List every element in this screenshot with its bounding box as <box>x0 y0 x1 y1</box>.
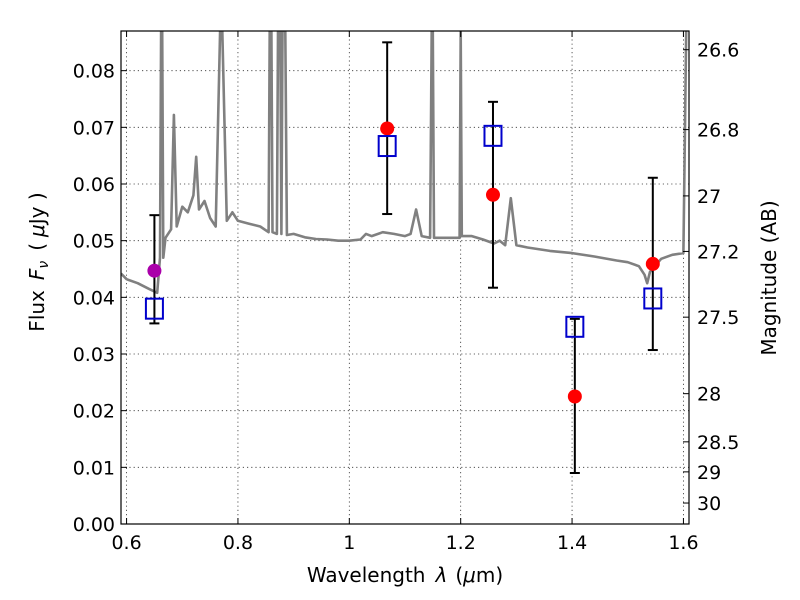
x-tick-label: 0.8 <box>223 532 253 554</box>
y-axis-label-subscript: ν <box>36 261 52 269</box>
model-photometry-square <box>565 315 585 338</box>
y-tick-label: 0.05 <box>73 231 115 253</box>
right-tick-label: 27.5 <box>697 307 739 329</box>
right-tick-label: 26.6 <box>697 40 739 62</box>
model-spectrum-layer <box>121 31 688 295</box>
x-tick-label: 1.4 <box>557 532 587 554</box>
y-tick-label: 0.00 <box>73 514 115 536</box>
y-axis-label-unit-mu: μ <box>25 224 49 238</box>
model-photometry-square <box>643 287 663 310</box>
grid <box>121 31 689 524</box>
y-axis-label-symbol: F <box>25 268 49 280</box>
observed-point <box>485 187 500 202</box>
right-tick-label: 28 <box>697 384 721 406</box>
y-axis-ticks: 0.00 0.01 0.02 0.03 0.04 0.05 0.06 0.07 0.08 <box>73 61 127 536</box>
right-tick-label: 29 <box>697 462 721 484</box>
y-tick-label: 0.03 <box>73 344 115 366</box>
right-tick-label: 28.5 <box>697 432 739 454</box>
observed-point <box>147 263 162 278</box>
model-photometry-square <box>377 135 397 158</box>
right-axis-label: Magnitude (AB) <box>757 200 781 355</box>
y-tick-label: 0.04 <box>73 287 115 309</box>
x-tick-label: 1.6 <box>668 532 698 554</box>
y-axis-label-prefix: Flux <box>25 290 49 332</box>
model-photometry-square <box>483 124 503 147</box>
y-axis-label-unit-open: ( <box>25 243 49 251</box>
observed-point <box>380 121 395 136</box>
x-tick-label: 1 <box>343 532 355 554</box>
observed-point <box>645 256 660 271</box>
x-axis-label-unit-open: ( <box>455 563 463 587</box>
right-axis-ticks: 26.6 26.8 27 27.2 27.5 28 28.5 29 30 <box>683 40 739 515</box>
model-photometry-square <box>144 297 164 320</box>
y-tick-label: 0.01 <box>73 457 115 479</box>
model-photometry-squares <box>144 124 663 338</box>
y-tick-label: 0.02 <box>73 401 115 423</box>
y-tick-label: 0.07 <box>73 117 115 139</box>
right-tick-label: 26.8 <box>697 120 739 142</box>
right-tick-label: 27.2 <box>697 241 739 263</box>
x-axis-ticks: 0.6 0.8 1 1.2 1.4 1.6 <box>111 31 699 554</box>
model-spectrum-line <box>121 31 688 295</box>
x-axis-label: Wavelength λ (μm) <box>307 563 503 587</box>
observed-points <box>147 121 660 404</box>
x-tick-label: 1.2 <box>446 532 476 554</box>
right-tick-label: 27 <box>697 186 721 208</box>
x-axis-label-symbol: λ <box>434 563 447 587</box>
x-axis-label-unit-mu: μ <box>462 563 476 587</box>
observed-point <box>567 389 582 404</box>
y-axis-label: Flux Fν ( μJy ) <box>25 192 52 331</box>
error-bars <box>149 41 658 474</box>
y-tick-label: 0.08 <box>73 61 115 83</box>
x-axis-label-prefix: Wavelength <box>307 563 426 587</box>
plot-frame <box>120 30 690 525</box>
y-tick-label: 0.06 <box>73 174 115 196</box>
x-tick-label: 0.6 <box>111 532 141 554</box>
y-axis-label-unit-rest: Jy ) <box>25 192 49 226</box>
x-axis-label-unit-rest: m) <box>476 563 503 587</box>
right-tick-label: 30 <box>697 493 721 515</box>
